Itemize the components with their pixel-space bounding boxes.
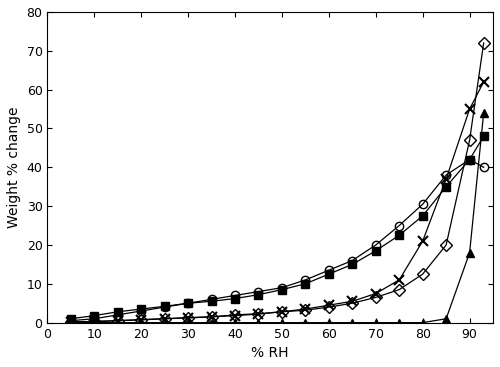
X-axis label: % RH: % RH [252, 346, 289, 360]
Y-axis label: Weight % change: Weight % change [7, 106, 21, 228]
